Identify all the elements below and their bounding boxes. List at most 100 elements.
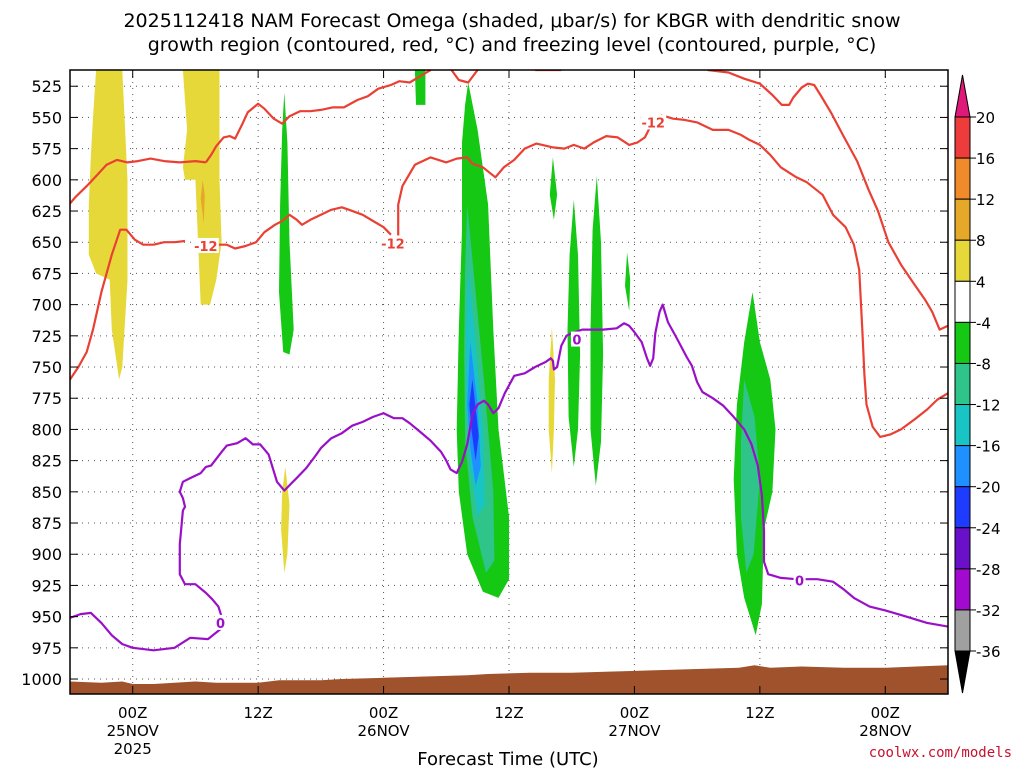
colorbar-band [954,527,971,570]
y-tick-label: 775 [31,389,62,408]
x-tick-label: 00Z [620,704,649,722]
dgz-label-bg [640,114,667,130]
colorbar-label: -16 [976,438,1001,456]
omega-shade-region [281,466,290,573]
colorbar-band [954,486,971,529]
y-tick-label: 575 [31,140,62,159]
omega-shade-region [625,252,631,311]
colorbar-bottom-arrow [954,650,971,694]
colorbar-band [954,116,971,159]
y-tick-label: 900 [31,545,62,564]
y-tick-label: 825 [31,452,62,471]
dgz-contour-label: -12 [381,237,405,252]
dgz-label-bg [379,235,406,251]
chart-title-line2: growth region (contoured, red, °C) and f… [148,34,877,56]
freezing-level-label: 0 [216,617,225,632]
y-tick-label: 725 [31,327,62,346]
x-tick-label: 12Z [494,704,523,722]
colorbar-label: -28 [976,561,1001,579]
credit-text: coolwx.com/models [869,745,1012,761]
colorbar-band [954,404,971,447]
x-tick-label: 00Z [118,704,147,722]
colorbar-label: -32 [976,602,1001,620]
colorbar-band [954,157,971,200]
colorbar-label: -20 [976,479,1001,497]
dgz-contour-line [204,70,432,164]
y-tick-label: 875 [31,514,62,533]
x-tick-label: 12Z [243,704,272,722]
colorbar-label: -12 [976,397,1001,415]
dgz-contour-line [70,228,186,381]
x-tick-date: 25NOV [107,722,160,740]
x-tick-date: 28NOV [859,722,912,740]
x-tick-year: 2025 [114,740,152,758]
colorbar-label: -24 [976,520,1001,538]
colorbar-band [954,280,971,323]
colorbar-band [954,568,971,611]
y-tick-label: 650 [31,233,62,252]
y-tick-label: 550 [31,108,62,127]
freezing-label-bg [570,331,583,347]
terrain-fill [70,665,948,694]
x-tick-label: 00Z [871,704,900,722]
colorbar-label: 16 [976,150,995,168]
colorbar: 20 16 12 8 4 -4 -8 -12 -16 -20 -24 -28 -32 -36 [954,74,1001,694]
freezing-level-label: 0 [572,334,581,349]
dgz-contour-line [397,124,653,243]
dgz-contour-line [70,157,207,205]
x-tick-label: 00Z [369,704,398,722]
freezing-label-bg [793,572,806,588]
chart-title-line1: 2025112418 NAM Forecast Omega (shaded, μ… [123,10,900,32]
y-tick-label: 950 [31,608,62,627]
y-tick-label: 625 [31,202,62,221]
y-tick-label: 1000 [21,670,62,689]
colorbar-band [954,198,971,241]
omega-shade-region [549,157,558,220]
colorbar-label: 12 [976,191,995,209]
x-axis-label: Forecast Time (UTC) [417,749,598,768]
dgz-contour-line [707,70,948,331]
omega-shade-region [590,176,604,486]
x-tick-date: 27NOV [608,722,661,740]
plot-area: -12 -12 -12 0 0 0 [70,70,948,694]
colorbar-label: -36 [976,643,1001,661]
colorbar-band [954,609,971,652]
y-tick-label: 850 [31,483,62,502]
omega-shade-region [469,379,479,461]
axes: 525 550 575 600 625 650 675 700 725 750 775 800 825 8… [21,69,949,758]
dgz-label-bg [192,237,219,253]
colorbar-label: -8 [976,355,991,373]
colorbar-top-arrow [954,74,971,118]
colorbar-label: -4 [976,314,991,332]
colorbar-band [954,362,971,406]
omega-shade-region [741,379,760,573]
y-tick-label: 525 [31,77,62,96]
omega-shade-region [279,92,294,355]
omega-shade-region [88,70,128,380]
dgz-contour-label: -12 [194,240,218,255]
dgz-contour-line [660,113,948,438]
y-tick-label: 600 [31,171,62,190]
freezing-level-label: 0 [795,574,804,589]
x-tick-label: 12Z [745,704,774,722]
freezing-label-bg [214,614,227,630]
y-tick-label: 975 [31,639,62,658]
y-tick-label: 750 [31,358,62,377]
dgz-contour-line [450,70,479,84]
y-tick-label: 700 [31,296,62,315]
colorbar-band [954,239,971,282]
y-tick-label: 800 [31,420,62,439]
colorbar-band [954,321,971,364]
freezing-level-line [70,303,948,652]
colorbar-label: 8 [976,232,986,250]
y-tick-label: 925 [31,576,62,595]
omega-shade-region [200,179,205,224]
colorbar-label: 4 [976,273,986,291]
dgz-contour-line [216,206,392,250]
colorbar-label: 20 [976,109,995,127]
x-tick-date: 26NOV [358,722,411,740]
y-tick-label: 675 [31,264,62,283]
dgz-contour-label: -12 [641,116,665,131]
colorbar-band [954,445,971,488]
